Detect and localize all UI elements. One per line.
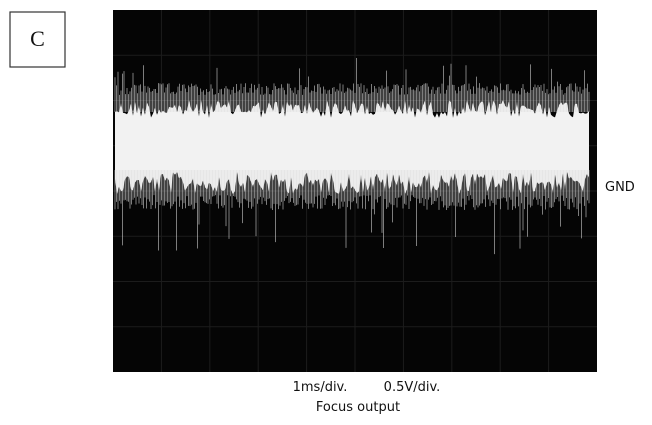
- noise-trace: [114, 57, 590, 255]
- scope-grid: [113, 10, 597, 372]
- panel-label: C: [30, 26, 45, 51]
- caption: Focus output: [316, 400, 400, 415]
- ground-label: GND: [605, 180, 635, 195]
- time-scale: 1ms/div.: [293, 380, 348, 395]
- voltage-scale: 0.5V/div.: [384, 380, 441, 395]
- panel-box: [9, 11, 66, 68]
